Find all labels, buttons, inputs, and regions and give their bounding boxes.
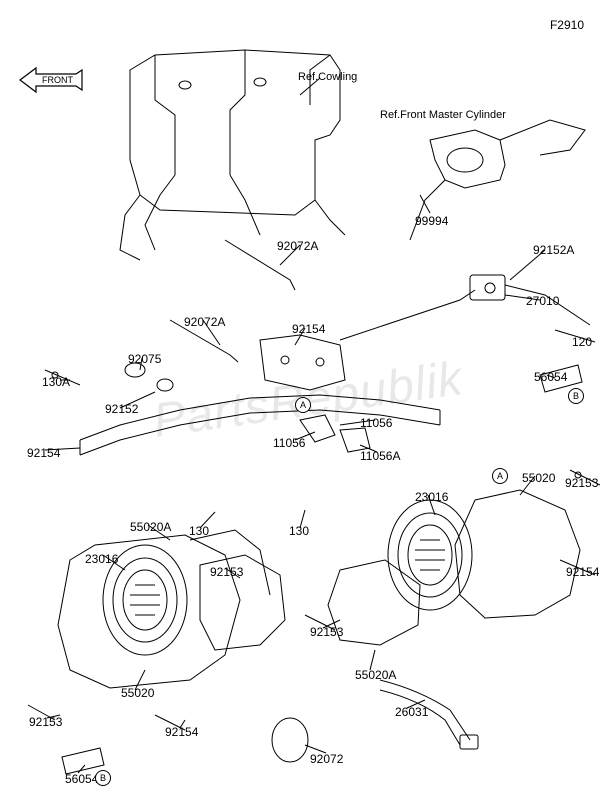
part-label: 92154 [566, 565, 599, 579]
part-label: 27010 [526, 294, 559, 308]
part-label: 55020A [355, 668, 396, 682]
part-label: 92153 [565, 476, 598, 490]
part-label: 92152 [105, 402, 138, 416]
part-label: 130 [289, 524, 309, 538]
ref-master-cyl-label: Ref.Front Master Cylinder [380, 109, 506, 121]
marker-b: B [568, 388, 584, 404]
page-code: F2910 [550, 18, 584, 32]
part-label: 23016 [85, 552, 118, 566]
part-label: 23016 [415, 490, 448, 504]
part-label: 11056A [360, 449, 400, 463]
part-label: 92072 [310, 752, 343, 766]
part-label: 92075 [128, 352, 161, 366]
part-label: 92072A [277, 239, 318, 253]
part-label: 130A [42, 375, 70, 389]
part-label: 55020 [121, 686, 154, 700]
marker-a: A [492, 468, 508, 484]
part-label: 26031 [395, 705, 428, 719]
part-label: 56054 [65, 772, 98, 786]
part-label: 92072A [184, 315, 225, 329]
part-label: 92153 [210, 565, 243, 579]
part-label: 99994 [415, 214, 448, 228]
part-label: 11056 [273, 436, 305, 450]
part-label: 120 [572, 335, 592, 349]
part-label: 55020 [522, 471, 555, 485]
ref-cowling-label: Ref.Cowling [298, 71, 357, 83]
part-label: 92153 [29, 715, 62, 729]
part-label: 11056 [360, 416, 392, 430]
parts-diagram-container: PartsRepublik F2910 FRONT [0, 0, 616, 800]
part-label: 92154 [292, 322, 325, 336]
part-label: 130 [189, 524, 209, 538]
part-label: 92153 [310, 625, 343, 639]
front-label: FRONT [42, 75, 73, 85]
marker-a: A [295, 397, 311, 413]
part-label: 56054 [534, 370, 567, 384]
front-direction-arrow: FRONT [18, 60, 88, 105]
part-label: 92154 [27, 446, 60, 460]
part-label: 55020A [130, 520, 171, 534]
part-label: 92154 [165, 725, 198, 739]
marker-b: B [95, 770, 111, 786]
part-label: 92152A [533, 243, 574, 257]
